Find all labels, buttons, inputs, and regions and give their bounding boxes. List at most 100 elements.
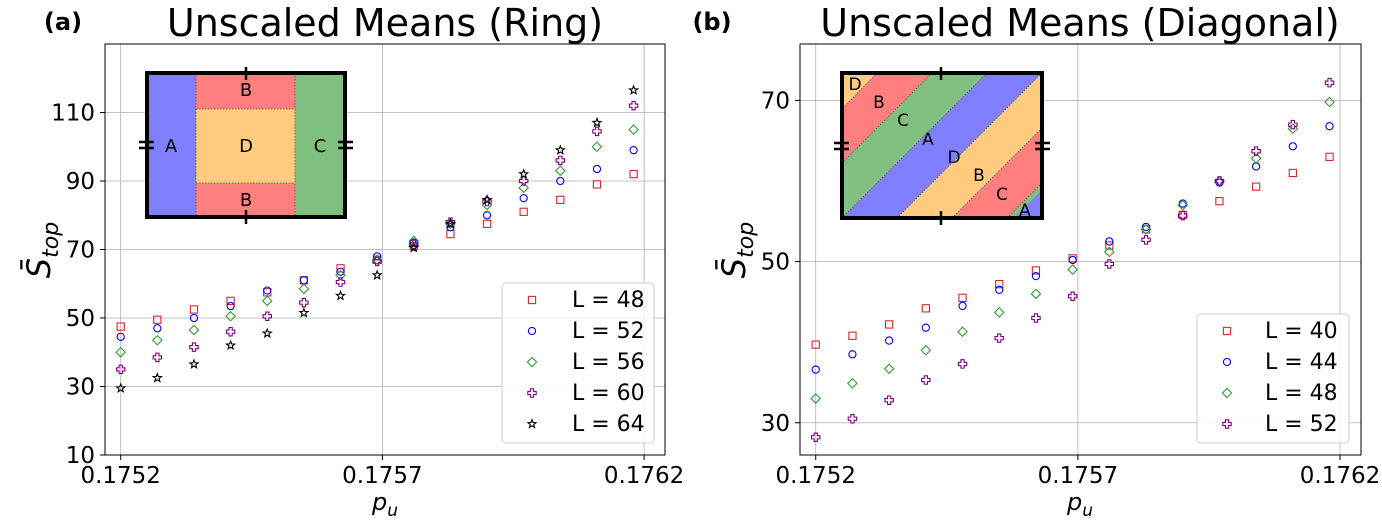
data-point — [1177, 199, 1189, 211]
y-tick-label: 50 — [66, 306, 95, 332]
data-point — [1287, 123, 1299, 134]
inset-label-b: B — [973, 166, 985, 186]
diagonal-inset: D B C A D B C A — [834, 67, 1050, 225]
y-tick-label: 10 — [66, 443, 95, 469]
data-point — [153, 324, 162, 333]
data-point — [1104, 259, 1115, 269]
data-point — [372, 256, 382, 267]
data-point — [116, 332, 125, 341]
data-point — [446, 229, 455, 239]
data-point — [115, 364, 126, 375]
panel-label: (a) — [44, 8, 82, 36]
data-point — [1067, 264, 1079, 276]
legend-markers — [1221, 326, 1233, 429]
y-axis-label: S̄top — [714, 222, 759, 278]
data-point — [1215, 196, 1224, 206]
region-c — [295, 73, 345, 217]
data-point — [298, 283, 310, 295]
data-point — [336, 267, 345, 276]
data-point — [519, 193, 528, 203]
data-point — [592, 126, 602, 137]
x-tick-label: 0.1752 — [775, 463, 855, 489]
data-point — [993, 306, 1005, 318]
legend-markers — [526, 295, 538, 429]
data-point — [371, 269, 383, 280]
legend-label: L = 64 — [572, 412, 645, 437]
legend: L = 48 L = 52 L = 56 L = 60 L = 64 — [501, 282, 655, 444]
data-point — [372, 252, 382, 261]
panel-b: (b) Unscaled Means (Diagonal) 0.1752 0.17… — [692, 1, 1380, 521]
y-tick-label: 30 — [66, 375, 95, 401]
data-point — [957, 359, 968, 369]
y-axis-label: S̄top — [19, 222, 64, 278]
chart-title: Unscaled Means (Diagonal) — [820, 1, 1339, 45]
data-point — [592, 164, 602, 174]
data-point — [1288, 168, 1297, 178]
legend-label: L = 52 — [572, 319, 645, 344]
region-a — [147, 73, 196, 217]
axis-ticks: 0.1752 0.1757 0.1762 30 50 70 — [761, 88, 1381, 489]
data-point — [261, 327, 273, 339]
data-point — [1140, 223, 1152, 235]
inset-label-d: D — [947, 148, 960, 168]
data-point — [518, 168, 530, 179]
x-tick-label: 0.1752 — [80, 463, 160, 489]
x-tick-label: 0.1757 — [1038, 463, 1118, 489]
legend-marker — [527, 388, 537, 398]
data-point — [995, 285, 1004, 294]
data-point — [261, 295, 273, 307]
data-point — [810, 393, 822, 404]
legend-marker — [1221, 387, 1233, 399]
x-axis-label-sub: u — [1082, 501, 1093, 521]
data-point — [408, 241, 420, 253]
inset-label-a: A — [165, 136, 178, 157]
data-point — [371, 254, 383, 266]
data-point — [299, 297, 309, 308]
inset-label-a: A — [1019, 201, 1031, 221]
data-point — [592, 180, 602, 189]
data-point — [225, 310, 236, 322]
axis-ticks: 0.1752 0.1757 0.1762 10 30 50 70 90 110 — [51, 101, 684, 490]
data-point — [263, 288, 272, 297]
inset-label-c: C — [314, 136, 327, 157]
region-d — [196, 109, 295, 183]
stripe-borders — [842, 73, 1042, 218]
data-points — [115, 84, 640, 393]
data-point — [1288, 119, 1298, 130]
data-point — [628, 84, 640, 95]
data-point — [446, 223, 455, 232]
data-point — [556, 176, 565, 186]
data-point — [335, 269, 346, 281]
data-point — [629, 170, 638, 179]
data-point — [1067, 291, 1078, 301]
data-point — [1214, 176, 1225, 186]
x-axis-label: pu — [371, 488, 398, 521]
data-point — [263, 286, 272, 295]
data-points — [810, 77, 1335, 443]
data-point — [408, 235, 420, 247]
stripe-a1 — [842, 73, 1042, 218]
data-point — [519, 207, 528, 216]
data-point — [1288, 142, 1297, 151]
inset-label-a: A — [922, 130, 934, 150]
inset-boundary-marks — [834, 67, 1050, 225]
legend-label: L = 60 — [572, 381, 645, 406]
legend-marker — [527, 326, 537, 336]
data-point — [188, 358, 200, 369]
data-point — [189, 342, 199, 352]
data-point — [629, 146, 638, 155]
data-point — [1251, 182, 1261, 191]
data-point — [151, 372, 163, 383]
data-point — [115, 382, 127, 393]
data-point — [1251, 146, 1261, 156]
data-point — [151, 334, 163, 346]
legend-label: L = 40 — [1265, 319, 1338, 344]
legend-label: L = 52 — [1265, 412, 1338, 437]
y-tick-label: 30 — [761, 411, 790, 437]
x-axis-label-main: p — [371, 488, 387, 516]
legend-marker — [1222, 357, 1232, 367]
legend-marker — [527, 295, 537, 305]
legend-label: L = 48 — [1265, 381, 1338, 406]
x-axis-label-sub: u — [387, 501, 398, 521]
